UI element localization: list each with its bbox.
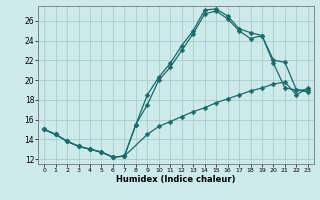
X-axis label: Humidex (Indice chaleur): Humidex (Indice chaleur) [116, 175, 236, 184]
